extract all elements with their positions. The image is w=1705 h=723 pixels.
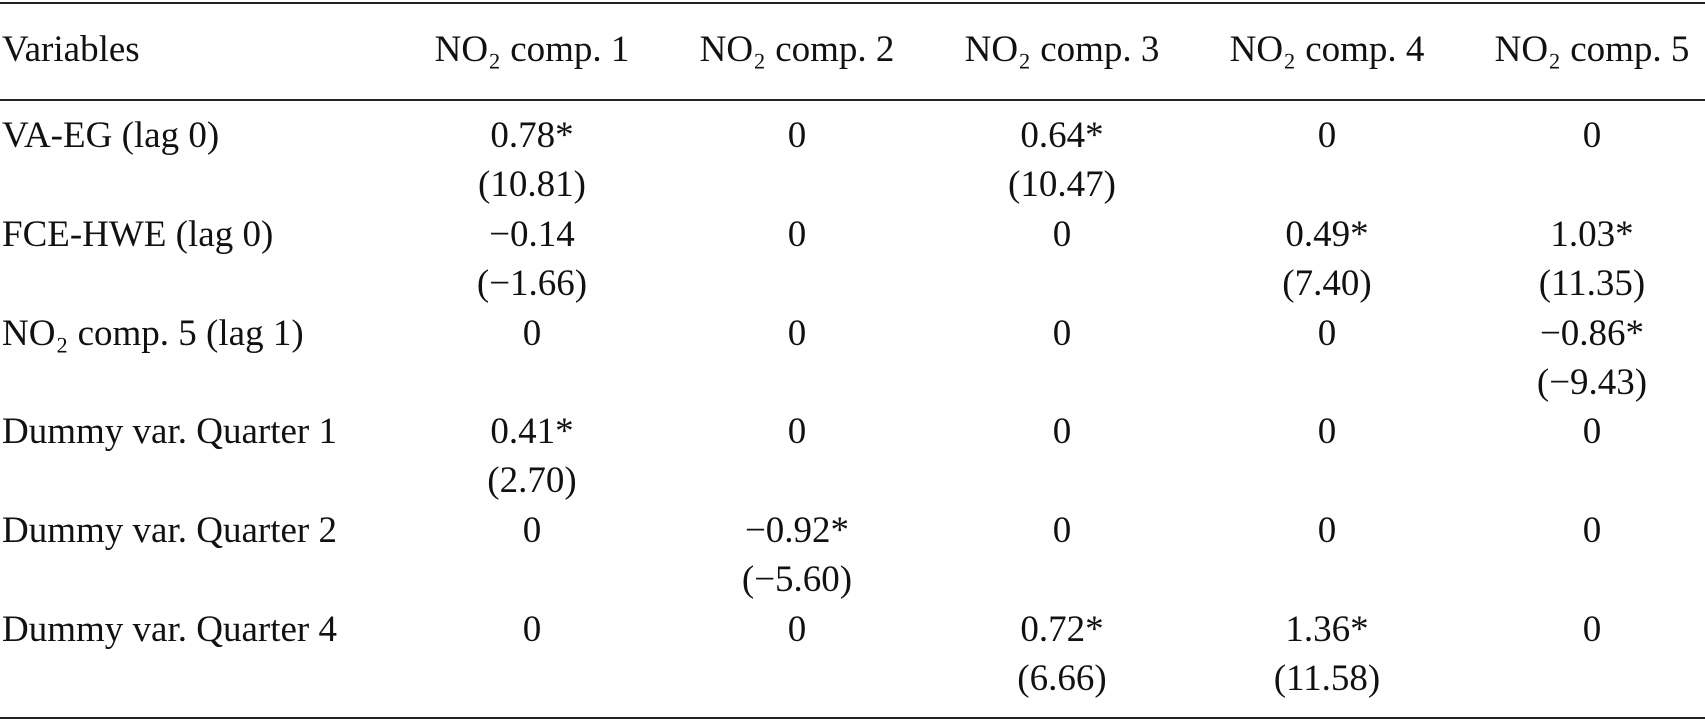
coefficient: 0 [1052,510,1072,552]
coefficient: 1.36* [1285,609,1369,650]
t-statistic: (2.70) [487,460,577,502]
t-statistic: (10.47) [1008,164,1116,205]
coefficient: 0 [1317,510,1337,552]
coefficient: 0 [522,312,542,354]
row-label: Dummy var. Quarter 4 [2,609,337,650]
header-cell: NO₂ comp. 2 [699,29,895,70]
coefficient: 0 [1582,609,1602,650]
row-label: Dummy var. Quarter 2 [2,510,337,552]
header-rule [0,99,1705,101]
coefficient: 0.64* [1020,115,1104,156]
coefficient: 0 [1317,411,1337,453]
t-statistic: (−9.43) [1536,361,1648,403]
coefficient: 0.49* [1285,213,1369,255]
t-statistic: (10.81) [478,164,586,205]
header-cell: NO₂ comp. 5 [1494,29,1690,70]
t-statistic: (−1.66) [476,262,588,304]
coefficient: 0 [1317,312,1337,354]
header-cell: Variables [2,29,140,70]
coefficient: −0.86* [1539,312,1645,354]
coefficient: 0 [787,213,807,255]
coefficient: 0.41* [490,411,574,453]
coefficient: 0 [1317,115,1337,156]
coefficient: 0 [787,115,807,156]
coefficient: 0 [787,312,807,354]
coefficient: 0 [1052,213,1072,255]
coefficient: 0 [787,609,807,650]
coefficient: 0 [522,609,542,650]
header-cell: NO₂ comp. 4 [1229,29,1425,70]
coefficient: −0.92* [744,510,850,552]
header-cell: NO₂ comp. 3 [964,29,1160,70]
coefficient: 0 [1582,411,1602,453]
bottom-rule [0,717,1705,719]
coefficient: 0 [522,510,542,552]
coefficient: 0.78* [490,115,574,156]
t-statistic: (11.35) [1538,262,1646,304]
t-statistic: (−5.60) [741,559,853,601]
header-cell: NO₂ comp. 1 [434,29,630,70]
t-statistic: (6.66) [1017,658,1107,699]
coefficient: 0.72* [1020,609,1104,650]
coefficient: 0 [1582,510,1602,552]
coefficient: 0 [1582,115,1602,156]
coefficient: 1.03* [1550,213,1634,255]
coefficient: 0 [1052,411,1072,453]
row-label: VA-EG (lag 0) [2,115,220,156]
row-label: Dummy var. Quarter 1 [2,411,337,453]
top-rule [0,2,1705,4]
coefficient: 0 [787,411,807,453]
row-label: NO₂ comp. 5 (lag 1) [2,312,304,354]
row-label: FCE-HWE (lag 0) [2,213,274,255]
t-statistic: (11.58) [1273,658,1381,699]
t-statistic: (7.40) [1282,262,1372,304]
coefficient: −0.14 [489,213,575,255]
coefficient: 0 [1052,312,1072,354]
